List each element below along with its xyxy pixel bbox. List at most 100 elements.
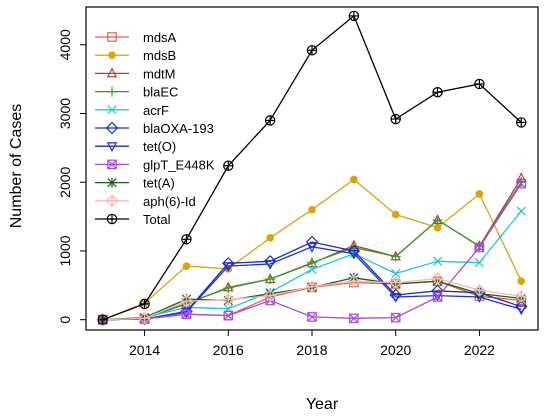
data-point-tet-o: [223, 262, 234, 272]
data-point-aph-6-id: [389, 276, 403, 289]
legend-label: tet(O): [143, 139, 176, 154]
data-point-total: [348, 10, 360, 22]
data-point-total: [264, 115, 276, 126]
data-point-total: [223, 160, 234, 171]
data-point-aph-6-id: [514, 290, 528, 303]
data-point-aph-6-id: [180, 294, 193, 308]
series-total: [97, 10, 527, 325]
x-tick-label: 2018: [296, 342, 327, 358]
data-point-tet-o: [348, 249, 360, 260]
series-aph-6-id: [96, 272, 528, 327]
data-point-aph-6-id: [431, 272, 444, 285]
legend-swatch-marker: [106, 86, 118, 97]
data-point-blaec: [516, 177, 527, 188]
data-point-glpt-e448k: [307, 312, 317, 322]
legend-item-tet-a: tet(A): [95, 176, 175, 191]
legend-item-blaoxa-193: blaOXA-193: [95, 121, 214, 136]
legend-swatch-marker: [106, 67, 118, 78]
data-point-mdsb: [266, 234, 275, 242]
data-point-blaoxa-193: [514, 300, 528, 313]
legend-swatch-marker: [106, 213, 118, 225]
x-tick-label: 2022: [464, 342, 495, 358]
y-axis-label: Number of Cases: [8, 104, 25, 229]
x-axis-label: Year: [306, 396, 339, 413]
legend-item-mdtm: mdtM: [95, 66, 176, 81]
data-point-total: [139, 298, 150, 310]
legend-label: tet(A): [143, 176, 175, 191]
data-point-blaoxa-193: [221, 257, 235, 270]
legend-item-mdsb: mdsB: [95, 48, 176, 63]
legend-swatch-marker: [107, 105, 117, 115]
data-point-mdsb: [391, 210, 400, 219]
data-point-mdsb: [349, 175, 358, 184]
data-point-glpt-e448k: [223, 310, 234, 321]
legend-label: mdsB: [143, 48, 176, 63]
legend-item-mdsa: mdsA: [95, 30, 177, 45]
x-tick-label: 2014: [129, 342, 160, 358]
legend-swatch-marker: [106, 177, 118, 188]
data-point-acrf: [432, 256, 443, 266]
legend-label: Total: [143, 212, 171, 227]
legend-label: blaEC: [143, 85, 178, 100]
legend-item-glpt-e448k: glpT_E448K: [95, 157, 215, 172]
data-point-blaec: [265, 274, 276, 285]
legend-swatch-marker: [107, 159, 117, 170]
legend-label: mdtM: [143, 66, 176, 81]
legend-item-aph-6-id: aph(6)-Id: [95, 194, 196, 209]
data-point-tet-o: [390, 293, 401, 303]
data-point-aph-6-id: [138, 312, 151, 325]
legend-swatch-marker: [107, 32, 117, 42]
data-point-acrf: [307, 264, 317, 275]
legend-swatch-marker: [105, 121, 119, 135]
legend-swatch-marker: [105, 194, 119, 208]
data-point-total: [306, 45, 318, 56]
legend-label: glpT_E448K: [143, 157, 215, 172]
data-point-glpt-e448k: [432, 292, 443, 302]
data-point-blaoxa-193: [263, 254, 277, 268]
data-point-blaoxa-193: [347, 244, 361, 258]
data-point-blaec: [306, 257, 318, 268]
data-point-total: [516, 117, 527, 128]
data-point-blaec: [432, 215, 443, 226]
data-point-aph-6-id: [221, 293, 235, 307]
data-point-aph-6-id: [263, 289, 277, 302]
data-point-acrf: [474, 258, 485, 268]
data-point-mdsb: [517, 277, 526, 286]
data-point-total: [474, 78, 485, 90]
legend-label: mdsA: [143, 30, 177, 45]
y-tick-label: 0: [57, 316, 73, 324]
data-point-glpt-e448k: [390, 312, 401, 323]
series-line-tet-o: [102, 246, 522, 321]
data-point-total: [181, 234, 192, 245]
data-point-mdsb: [308, 205, 316, 214]
data-point-acrf: [516, 206, 526, 216]
legend-item-tet-o: tet(O): [95, 139, 176, 154]
data-point-blaec: [390, 251, 401, 262]
x-tick-label: 2016: [213, 342, 244, 358]
data-point-aph-6-id: [305, 280, 319, 294]
legend-item-total: Total: [95, 212, 171, 227]
legend-swatch-marker: [106, 142, 118, 153]
data-point-glpt-e448k: [349, 313, 359, 324]
legend-label: blaOXA-193: [143, 121, 214, 136]
y-tick-label: 1000: [57, 235, 73, 266]
data-point-total: [390, 113, 401, 125]
data-point-total: [97, 314, 108, 325]
y-tick-label: 2000: [57, 166, 73, 197]
data-point-aph-6-id: [347, 274, 361, 288]
y-tick-label: 3000: [57, 98, 73, 129]
data-point-glpt-e448k: [181, 309, 192, 319]
data-point-glpt-e448k: [474, 242, 485, 253]
data-point-total: [432, 86, 443, 98]
data-point-glpt-e448k: [516, 178, 527, 189]
data-point-acrf: [391, 269, 401, 279]
legend-swatch-marker: [108, 51, 116, 60]
data-point-tet-o: [264, 260, 276, 270]
legend-item-blaec: blaEC: [95, 85, 178, 100]
legend-label: aph(6)-Id: [143, 194, 196, 209]
data-point-tet-o: [306, 242, 318, 253]
data-point-mdsb: [182, 262, 191, 270]
data-point-tet-o: [516, 305, 527, 316]
x-tick-label: 2020: [380, 342, 411, 358]
